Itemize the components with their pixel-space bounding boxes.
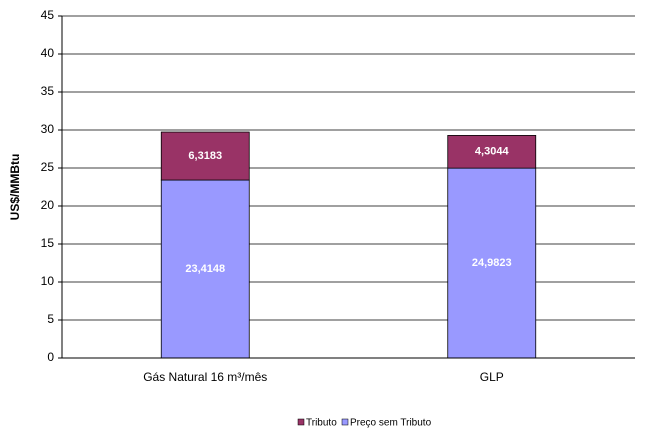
bar-segment [447,167,537,359]
bar-segment [447,135,537,169]
legend-swatch [341,418,349,426]
bar-segment [160,131,250,181]
value-label: 24,9823 [472,257,512,269]
value-label: 4,3044 [475,146,510,158]
value-label: 23,4148 [185,263,225,275]
y-tick-label: 40 [41,46,55,60]
bar-segment [160,179,250,359]
y-tick-label: 0 [47,350,54,364]
y-tick-label: 45 [41,8,55,22]
legend-swatch [297,418,305,426]
y-tick-label: 15 [41,236,55,250]
value-label: 6,3183 [188,150,222,162]
y-tick-label: 30 [41,122,55,136]
y-axis-label: US$/MMBtu [8,154,22,221]
y-tick-label: 5 [47,312,54,326]
x-tick-label: Gás Natural 16 m³/mês [143,370,267,384]
y-tick-label: 35 [41,84,55,98]
y-tick-label: 10 [41,274,55,288]
legend-label: Preço sem Tributo [350,418,432,429]
legend-label: Tributo [306,418,337,429]
y-tick-label: 25 [41,160,55,174]
y-tick-label: 20 [41,198,55,212]
x-tick-label: GLP [480,370,504,384]
